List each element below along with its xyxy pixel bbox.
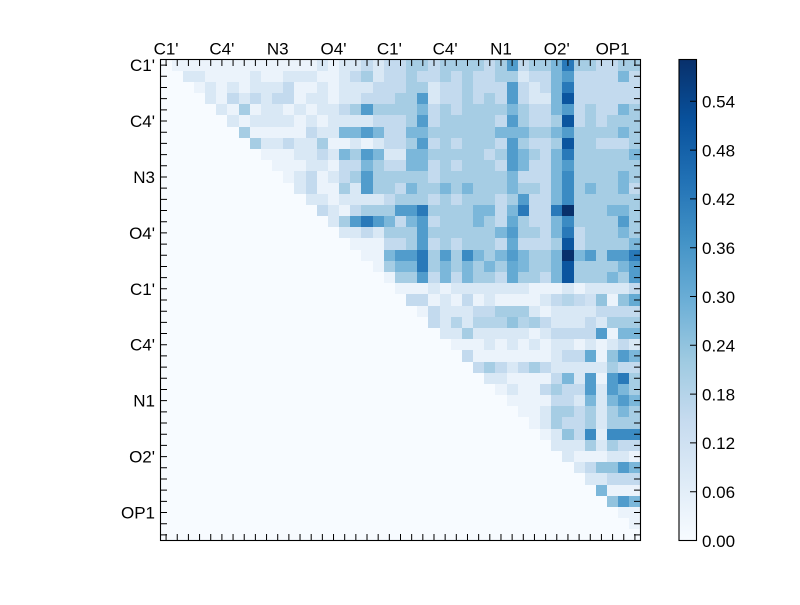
svg-text:0.24: 0.24 [702, 337, 735, 356]
svg-text:0.48: 0.48 [702, 141, 735, 160]
svg-text:O2': O2' [544, 39, 570, 58]
svg-text:0.54: 0.54 [702, 93, 735, 112]
svg-text:0.00: 0.00 [702, 532, 735, 551]
svg-text:OP1: OP1 [596, 39, 630, 58]
svg-text:0.30: 0.30 [702, 288, 735, 307]
svg-text:C1': C1' [130, 280, 155, 299]
svg-text:C4': C4' [130, 336, 155, 355]
svg-text:O4': O4' [129, 224, 155, 243]
svg-text:C1': C1' [130, 56, 155, 75]
svg-text:0.18: 0.18 [702, 385, 735, 404]
svg-text:0.12: 0.12 [702, 434, 735, 453]
svg-text:C4': C4' [130, 112, 155, 131]
svg-text:N3: N3 [267, 39, 289, 58]
svg-text:N3: N3 [133, 168, 155, 187]
svg-text:OP1: OP1 [121, 504, 155, 523]
svg-text:0.42: 0.42 [702, 190, 735, 209]
svg-text:0.06: 0.06 [702, 483, 735, 502]
svg-text:C4': C4' [433, 39, 458, 58]
svg-text:O4': O4' [321, 39, 347, 58]
svg-text:0.36: 0.36 [702, 239, 735, 258]
svg-text:N1: N1 [133, 392, 155, 411]
svg-text:C4': C4' [209, 39, 234, 58]
svg-text:C1': C1' [377, 39, 402, 58]
svg-text:C1': C1' [154, 39, 179, 58]
svg-text:O2': O2' [129, 448, 155, 467]
svg-text:N1: N1 [490, 39, 512, 58]
